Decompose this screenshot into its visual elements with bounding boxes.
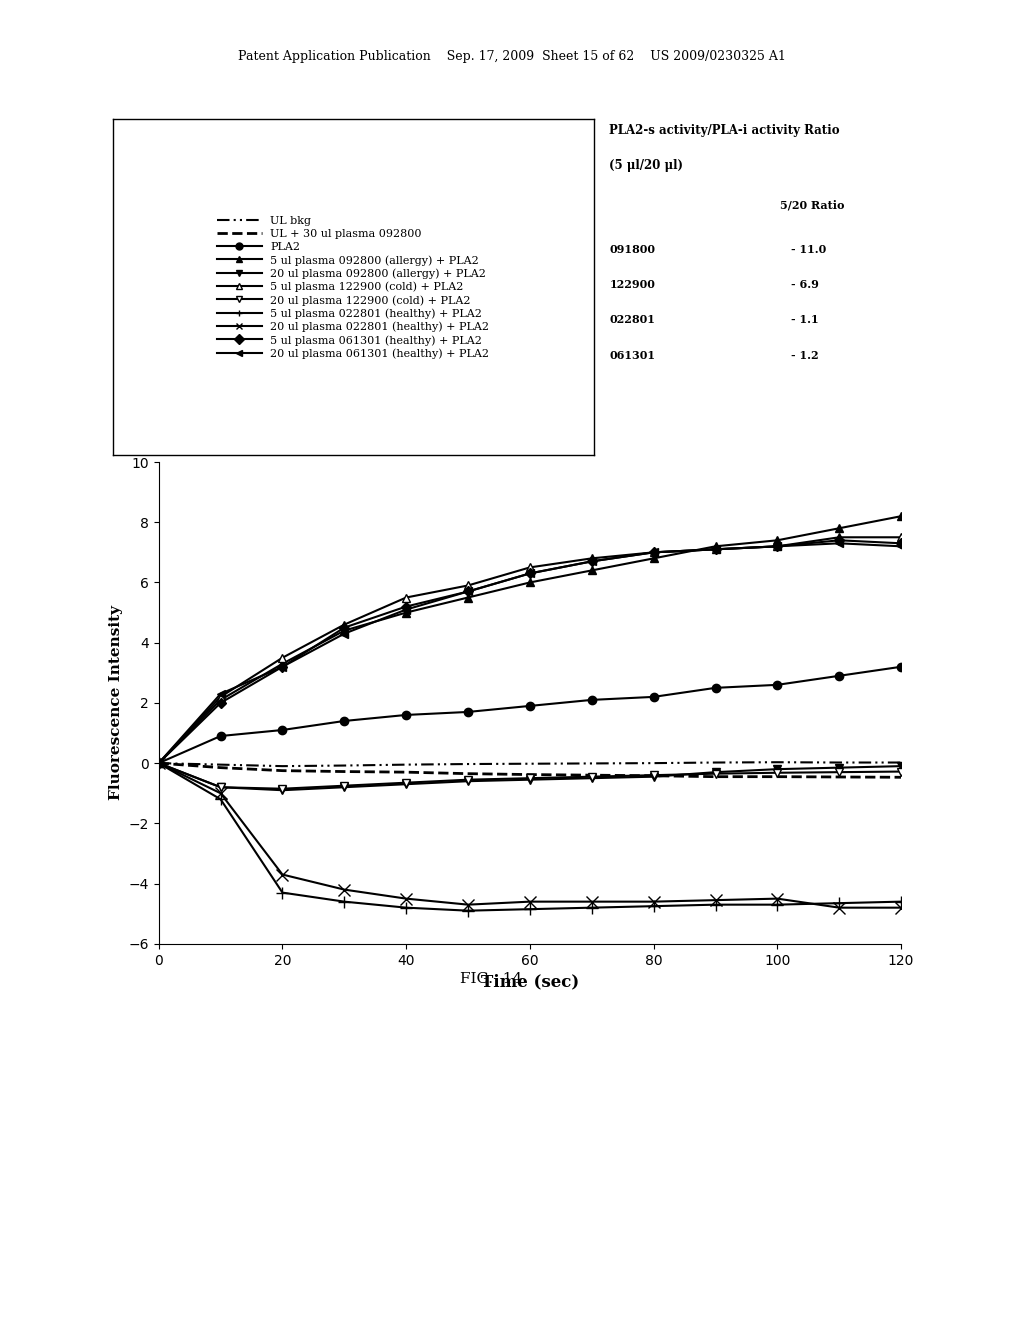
Text: - 1.1: - 1.1: [792, 314, 819, 326]
Text: 5/20 Ratio: 5/20 Ratio: [780, 199, 844, 210]
Legend: UL bkg, UL + 30 ul plasma 092800, PLA2, 5 ul plasma 092800 (allergy) + PLA2, 20 : UL bkg, UL + 30 ul plasma 092800, PLA2, …: [212, 210, 495, 364]
Text: 022801: 022801: [609, 314, 655, 326]
Text: 091800: 091800: [609, 244, 655, 255]
Y-axis label: Fluorescence Intensity: Fluorescence Intensity: [109, 606, 123, 800]
Text: 061301: 061301: [609, 350, 655, 360]
Text: - 11.0: - 11.0: [792, 244, 826, 255]
Text: PLA2-s activity/PLA-i activity Ratio: PLA2-s activity/PLA-i activity Ratio: [609, 124, 840, 137]
Text: FIG.  14: FIG. 14: [461, 973, 522, 986]
Text: (5 μl/20 μl): (5 μl/20 μl): [609, 158, 683, 172]
X-axis label: Time (sec): Time (sec): [481, 973, 579, 990]
Text: - 6.9: - 6.9: [792, 280, 819, 290]
Text: - 1.2: - 1.2: [792, 350, 819, 360]
Text: Patent Application Publication    Sep. 17, 2009  Sheet 15 of 62    US 2009/02303: Patent Application Publication Sep. 17, …: [238, 50, 786, 63]
Text: 122900: 122900: [609, 280, 655, 290]
